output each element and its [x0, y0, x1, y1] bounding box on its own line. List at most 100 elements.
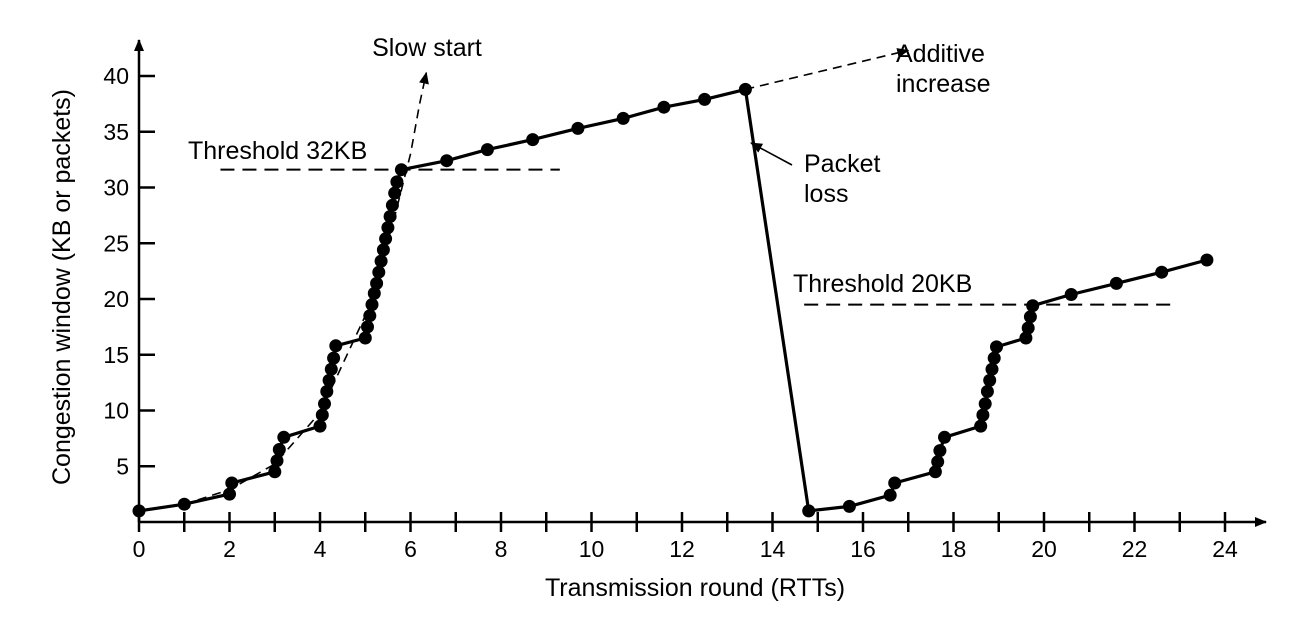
data-point [983, 373, 997, 387]
data-point [1064, 288, 1078, 301]
data-point [980, 385, 994, 398]
data-point [978, 397, 992, 411]
data-point [1021, 321, 1035, 335]
data-point [320, 385, 334, 398]
y-tick-label: 35 [103, 119, 129, 145]
data-point [268, 465, 282, 479]
x-tick-label: 2 [223, 536, 236, 562]
y-tick-label: 30 [103, 175, 129, 201]
y-tick-label: 25 [103, 230, 129, 256]
x-ticks: 0 2 4 6 8 10 12 14 16 18 20 22 24 [133, 512, 1238, 562]
data-point [1200, 253, 1214, 267]
x-tick-label: 10 [579, 536, 605, 562]
x-tick-label: 0 [133, 536, 146, 562]
data-point [390, 175, 404, 189]
data-point [933, 444, 947, 458]
x-tick-label: 4 [314, 536, 327, 562]
data-point [1023, 310, 1037, 324]
x-tick-label: 16 [850, 536, 876, 562]
data-point [318, 397, 331, 411]
data-point [394, 163, 408, 177]
data-point [388, 186, 402, 200]
x-tick-label: 18 [941, 536, 967, 562]
x-tick-label: 6 [404, 536, 417, 562]
y-tick-label: 15 [103, 342, 129, 368]
packet-loss-label-line2: loss [804, 180, 848, 208]
x-tick-label: 22 [1122, 536, 1148, 562]
data-point [313, 419, 327, 433]
y-tick-label: 10 [103, 398, 129, 424]
data-point [987, 351, 1001, 365]
data-point [616, 111, 630, 125]
data-point [976, 408, 990, 422]
data-point [315, 408, 329, 422]
x-tick-label: 20 [1031, 536, 1057, 562]
slow-start-curve [138, 71, 429, 512]
data-point [272, 443, 286, 456]
threshold-label: Threshold 32KB [188, 137, 367, 165]
data-point [327, 351, 341, 365]
data-point [931, 455, 945, 469]
data-point [1109, 276, 1123, 290]
x-tick-label: 12 [669, 536, 695, 562]
data-point [223, 487, 236, 501]
additive-increase-label-line1: Additive [896, 40, 985, 68]
y-ticks: 5 10 15 20 25 30 35 40 [103, 63, 155, 479]
data-point [324, 362, 338, 376]
data-point [657, 100, 671, 114]
data-point [974, 419, 988, 433]
x-axis-title: Transmission round (RTTs) [545, 574, 845, 602]
data-point [381, 221, 395, 235]
data-point [383, 210, 397, 223]
y-axis-title: Congestion window (KB or packets) [48, 89, 76, 485]
data-point [177, 497, 191, 511]
data-point [385, 198, 399, 212]
data-point [379, 232, 393, 246]
data-point [1019, 331, 1033, 345]
data-point [990, 340, 1003, 354]
data-point [802, 504, 816, 518]
data-point [322, 373, 336, 387]
data-point [883, 488, 897, 502]
x-tick-label: 14 [760, 536, 786, 562]
data-point [480, 143, 494, 157]
additive-increase-extension [745, 48, 910, 91]
data-point [367, 286, 381, 300]
y-tick-label: 5 [116, 453, 129, 479]
data-point [888, 476, 902, 490]
thresholds: Threshold 32KB Threshold 20KB [188, 137, 1171, 306]
y-tick-label: 40 [103, 63, 129, 89]
data-point [277, 430, 291, 444]
axes [134, 39, 1267, 527]
data-point [376, 243, 390, 257]
data-point [363, 309, 377, 323]
additive-increase-label-line2: increase [896, 70, 991, 98]
data-point [842, 499, 856, 513]
packet-loss-arrow [750, 142, 793, 166]
x-tick-label: 8 [495, 536, 508, 562]
threshold-label: Threshold 20KB [793, 270, 972, 298]
data-point [270, 454, 284, 468]
data-point [370, 276, 384, 290]
data-point [698, 92, 712, 106]
x-tick-label: 24 [1212, 536, 1238, 562]
data-point [329, 339, 343, 353]
data-point [358, 331, 372, 345]
data-point [225, 476, 239, 490]
data-point [1026, 299, 1040, 313]
data-points [132, 82, 1214, 518]
data-point [132, 504, 146, 518]
data-point [938, 430, 951, 444]
packet-loss-label-line1: Packet [804, 150, 880, 178]
data-point [526, 133, 540, 147]
data-point [374, 254, 388, 268]
y-tick-label: 20 [103, 286, 129, 312]
data-point [361, 320, 374, 334]
data-point [365, 298, 379, 312]
data-point [440, 154, 454, 168]
data-point [571, 121, 585, 135]
data-point [372, 265, 386, 279]
data-point [1155, 265, 1169, 279]
data-point [928, 465, 942, 479]
